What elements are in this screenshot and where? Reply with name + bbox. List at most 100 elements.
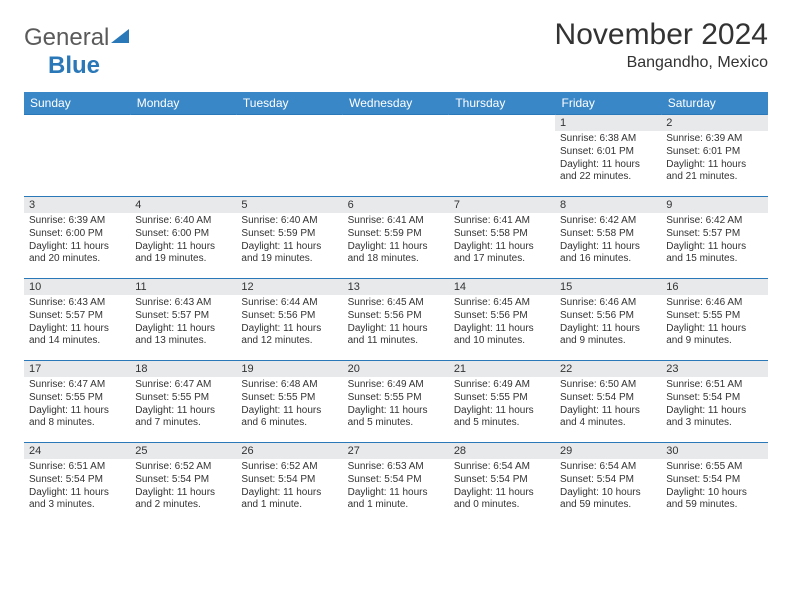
- daylight-line: Daylight: 11 hours and 11 minutes.: [348, 323, 444, 349]
- weekday-header-row: Sunday Monday Tuesday Wednesday Thursday…: [24, 92, 768, 115]
- day-body: Sunrise: 6:49 AMSunset: 5:55 PMDaylight:…: [449, 377, 555, 433]
- sunset-line: Sunset: 5:55 PM: [666, 310, 762, 323]
- day-number: 28: [449, 443, 555, 459]
- sunrise-line: Sunrise: 6:51 AM: [29, 461, 125, 474]
- calendar-week-row: 24Sunrise: 6:51 AMSunset: 5:54 PMDayligh…: [24, 443, 768, 525]
- calendar-day-cell: 25Sunrise: 6:52 AMSunset: 5:54 PMDayligh…: [130, 443, 236, 525]
- day-number: 1: [555, 115, 661, 131]
- sunrise-line: Sunrise: 6:42 AM: [560, 215, 656, 228]
- calendar-day-cell: 3Sunrise: 6:39 AMSunset: 6:00 PMDaylight…: [24, 197, 130, 279]
- calendar-day-cell: 22Sunrise: 6:50 AMSunset: 5:54 PMDayligh…: [555, 361, 661, 443]
- day-number: 22: [555, 361, 661, 377]
- daylight-line: Daylight: 11 hours and 10 minutes.: [454, 323, 550, 349]
- day-number: 24: [24, 443, 130, 459]
- sunrise-line: Sunrise: 6:54 AM: [560, 461, 656, 474]
- sunrise-line: Sunrise: 6:51 AM: [666, 379, 762, 392]
- brand-blue: Blue: [48, 52, 100, 79]
- day-number: 25: [130, 443, 236, 459]
- calendar-day-cell: 4Sunrise: 6:40 AMSunset: 6:00 PMDaylight…: [130, 197, 236, 279]
- day-number: 8: [555, 197, 661, 213]
- daylight-line: Daylight: 11 hours and 9 minutes.: [560, 323, 656, 349]
- daylight-line: Daylight: 10 hours and 59 minutes.: [666, 487, 762, 513]
- sunset-line: Sunset: 5:54 PM: [666, 474, 762, 487]
- sunset-line: Sunset: 5:54 PM: [135, 474, 231, 487]
- sunset-line: Sunset: 5:56 PM: [241, 310, 337, 323]
- calendar-day-cell: 7Sunrise: 6:41 AMSunset: 5:58 PMDaylight…: [449, 197, 555, 279]
- day-body: Sunrise: 6:43 AMSunset: 5:57 PMDaylight:…: [130, 295, 236, 351]
- day-body: Sunrise: 6:53 AMSunset: 5:54 PMDaylight:…: [343, 459, 449, 515]
- sunset-line: Sunset: 5:54 PM: [348, 474, 444, 487]
- calendar-day-cell: 6Sunrise: 6:41 AMSunset: 5:59 PMDaylight…: [343, 197, 449, 279]
- daylight-line: Daylight: 11 hours and 2 minutes.: [135, 487, 231, 513]
- daylight-line: Daylight: 11 hours and 1 minute.: [348, 487, 444, 513]
- daylight-line: Daylight: 11 hours and 16 minutes.: [560, 241, 656, 267]
- day-body: Sunrise: 6:40 AMSunset: 5:59 PMDaylight:…: [236, 213, 342, 269]
- daylight-line: Daylight: 11 hours and 6 minutes.: [241, 405, 337, 431]
- calendar-day-cell: [24, 115, 130, 197]
- sunset-line: Sunset: 5:59 PM: [348, 228, 444, 241]
- calendar-day-cell: 9Sunrise: 6:42 AMSunset: 5:57 PMDaylight…: [661, 197, 767, 279]
- day-number: 18: [130, 361, 236, 377]
- sunset-line: Sunset: 6:01 PM: [666, 146, 762, 159]
- daylight-line: Daylight: 11 hours and 9 minutes.: [666, 323, 762, 349]
- day-body: Sunrise: 6:45 AMSunset: 5:56 PMDaylight:…: [449, 295, 555, 351]
- day-body: Sunrise: 6:45 AMSunset: 5:56 PMDaylight:…: [343, 295, 449, 351]
- calendar-day-cell: 13Sunrise: 6:45 AMSunset: 5:56 PMDayligh…: [343, 279, 449, 361]
- sunrise-line: Sunrise: 6:39 AM: [666, 133, 762, 146]
- daylight-line: Daylight: 11 hours and 7 minutes.: [135, 405, 231, 431]
- sunset-line: Sunset: 5:54 PM: [666, 392, 762, 405]
- brand-logo: General: [24, 24, 129, 52]
- day-body: [24, 131, 130, 136]
- day-body: Sunrise: 6:52 AMSunset: 5:54 PMDaylight:…: [236, 459, 342, 515]
- calendar-day-cell: 21Sunrise: 6:49 AMSunset: 5:55 PMDayligh…: [449, 361, 555, 443]
- daylight-line: Daylight: 11 hours and 22 minutes.: [560, 159, 656, 185]
- day-number: 21: [449, 361, 555, 377]
- calendar-day-cell: 2Sunrise: 6:39 AMSunset: 6:01 PMDaylight…: [661, 115, 767, 197]
- sunset-line: Sunset: 5:58 PM: [454, 228, 550, 241]
- daylight-line: Daylight: 11 hours and 19 minutes.: [241, 241, 337, 267]
- day-number: 12: [236, 279, 342, 295]
- daylight-line: Daylight: 11 hours and 14 minutes.: [29, 323, 125, 349]
- calendar-day-cell: 8 Sunrise: 6:42 AMSunset: 5:58 PMDaylight…: [555, 197, 661, 279]
- sunset-line: Sunset: 5:55 PM: [454, 392, 550, 405]
- day-number: 6: [343, 197, 449, 213]
- calendar-table: Sunday Monday Tuesday Wednesday Thursday…: [24, 92, 768, 525]
- calendar-day-cell: 12Sunrise: 6:44 AMSunset: 5:56 PMDayligh…: [236, 279, 342, 361]
- calendar-day-cell: 27Sunrise: 6:53 AMSunset: 5:54 PMDayligh…: [343, 443, 449, 525]
- sunset-line: Sunset: 5:57 PM: [666, 228, 762, 241]
- month-year-title: November 2024: [555, 18, 768, 52]
- day-number: 11: [130, 279, 236, 295]
- weekday-header: Wednesday: [343, 92, 449, 115]
- sunrise-line: Sunrise: 6:47 AM: [135, 379, 231, 392]
- day-body: Sunrise: 6:44 AMSunset: 5:56 PMDaylight:…: [236, 295, 342, 351]
- sunset-line: Sunset: 6:00 PM: [135, 228, 231, 241]
- calendar-day-cell: 16Sunrise: 6:46 AMSunset: 5:55 PMDayligh…: [661, 279, 767, 361]
- day-number: 15: [555, 279, 661, 295]
- sunset-line: Sunset: 5:57 PM: [135, 310, 231, 323]
- day-body: Sunrise: 6:39 AMSunset: 6:00 PMDaylight:…: [24, 213, 130, 269]
- day-body: Sunrise: 6:46 AMSunset: 5:55 PMDaylight:…: [661, 295, 767, 351]
- day-number: 16: [661, 279, 767, 295]
- day-number: 14: [449, 279, 555, 295]
- sunset-line: Sunset: 5:54 PM: [454, 474, 550, 487]
- daylight-line: Daylight: 11 hours and 15 minutes.: [666, 241, 762, 267]
- day-body: Sunrise: 6:38 AMSunset: 6:01 PMDaylight:…: [555, 131, 661, 187]
- weekday-header: Sunday: [24, 92, 130, 115]
- day-number: 23: [661, 361, 767, 377]
- day-number: 2: [661, 115, 767, 131]
- calendar-day-cell: 23 Sunrise: 6:51 AMSunset: 5:54 PMDayligh…: [661, 361, 767, 443]
- day-number: 27: [343, 443, 449, 459]
- sunrise-line: Sunrise: 6:50 AM: [560, 379, 656, 392]
- sunset-line: Sunset: 5:56 PM: [348, 310, 444, 323]
- day-number: 3: [24, 197, 130, 213]
- calendar-day-cell: 19Sunrise: 6:48 AMSunset: 5:55 PMDayligh…: [236, 361, 342, 443]
- day-number: 10: [24, 279, 130, 295]
- daylight-line: Daylight: 11 hours and 3 minutes.: [666, 405, 762, 431]
- sunset-line: Sunset: 5:58 PM: [560, 228, 656, 241]
- day-body: [130, 131, 236, 136]
- location-subtitle: Bangandho, Mexico: [555, 54, 768, 72]
- day-number: 30: [661, 443, 767, 459]
- day-body: Sunrise: 6:40 AMSunset: 6:00 PMDaylight:…: [130, 213, 236, 269]
- calendar-day-cell: 10Sunrise: 6:43 AMSunset: 5:57 PMDayligh…: [24, 279, 130, 361]
- calendar-day-cell: 15Sunrise: 6:46 AMSunset: 5:56 PMDayligh…: [555, 279, 661, 361]
